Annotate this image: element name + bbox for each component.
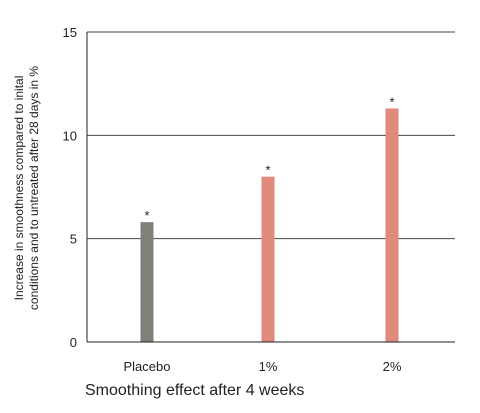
bar-0: [140, 222, 154, 342]
significance-markers: * * *: [144, 94, 394, 223]
significance-star: *: [389, 94, 394, 109]
y-tick-labels: 0 5 10 15: [63, 25, 77, 350]
y-tick-label: 15: [63, 25, 77, 40]
y-tick-label: 5: [70, 232, 77, 247]
y-tick-label: 10: [63, 128, 77, 143]
x-tick-label: 1%: [259, 359, 278, 374]
x-tick-label: Placebo: [124, 359, 171, 374]
x-tick-labels: Placebo 1% 2%: [124, 359, 402, 374]
significance-star: *: [144, 208, 149, 223]
y-axis-label-line-1: Increase in smoothness compared to inita…: [12, 76, 26, 301]
x-axis-caption: Smoothing effect after 4 weeks: [85, 382, 305, 399]
significance-star: *: [265, 163, 270, 178]
bars-group: [140, 108, 399, 342]
x-tick-label: 2%: [383, 359, 402, 374]
y-axis-label-line-2: conditions and to untreated after 28 day…: [27, 66, 41, 310]
bar-1: [261, 176, 275, 342]
bar-2: [385, 108, 399, 342]
y-tick-label: 0: [70, 335, 77, 350]
